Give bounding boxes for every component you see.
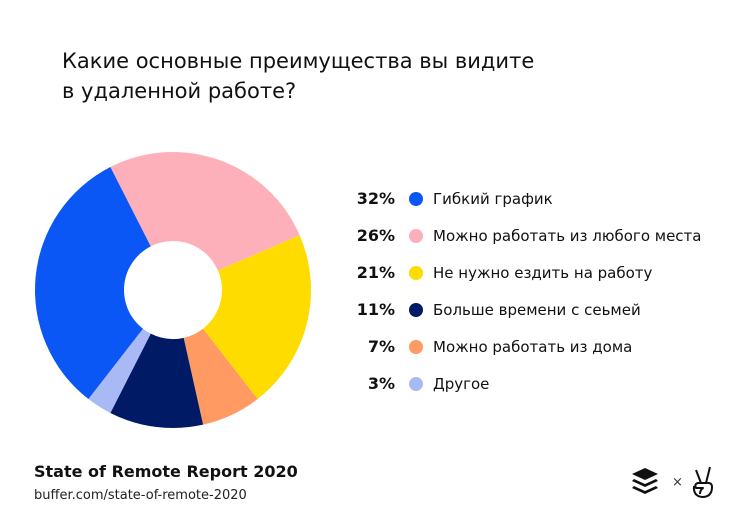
legend-swatch [409, 339, 423, 354]
chart-title: Какие основные преимущества вы видите в … [62, 46, 534, 106]
legend-value: 26% [356, 226, 395, 245]
title-line-2: в удаленной работе? [62, 79, 297, 103]
legend-value: 7% [367, 337, 395, 356]
legend-label: Больше времени с сеьмей [433, 300, 641, 319]
buffer-logo [632, 468, 658, 494]
legend: 32% Гибкий график 26% Можно работать из люб… [340, 180, 702, 402]
donut-slice [34, 167, 151, 400]
title-line-1: Какие основные преимущества вы видите [62, 49, 535, 73]
donut-slice [203, 235, 311, 400]
legend-swatch [409, 265, 423, 280]
legend-item: 3% Другое [340, 365, 701, 402]
donut-slice [110, 152, 300, 271]
report-name: State of Remote Report 2020 [34, 462, 298, 481]
legend-swatch [409, 228, 423, 243]
legend-swatch [409, 376, 423, 391]
legend-label: Другое [433, 374, 490, 393]
donut-slice [88, 328, 151, 413]
legend-item: 26% Можно работать из любого места [340, 217, 702, 254]
legend-label: Можно работать из дома [433, 337, 633, 356]
times-sign: × [672, 475, 683, 490]
donut-slice [183, 328, 258, 425]
legend-item: 11% Больше времени с сеьмей [340, 291, 701, 328]
legend-item: 21% Не нужно ездить на работу [340, 254, 701, 291]
donut-slice [110, 333, 204, 428]
legend-label: Гибкий график [433, 189, 553, 208]
legend-item: 32% Гибкий график [340, 180, 701, 217]
legend-item: 7% Можно работать из дома [340, 328, 701, 365]
angellist-logo [692, 466, 713, 498]
legend-label: Можно работать из любого места [433, 226, 702, 245]
legend-swatch [409, 302, 423, 317]
legend-value: 11% [356, 300, 395, 319]
legend-value: 21% [356, 263, 395, 282]
logos: × [630, 462, 740, 506]
report-url[interactable]: buffer.com/state-of-remote-2020 [34, 488, 247, 503]
legend-swatch [409, 191, 423, 206]
legend-value: 3% [367, 374, 395, 393]
legend-value: 32% [356, 189, 395, 208]
legend-label: Не нужно ездить на работу [433, 263, 653, 282]
